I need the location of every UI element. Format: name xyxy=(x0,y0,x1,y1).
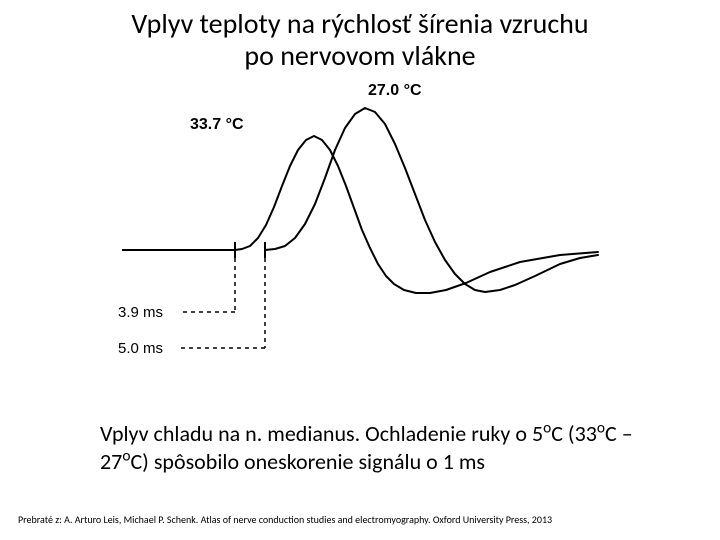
curve-label-warm: 33.7 °C xyxy=(190,116,244,134)
slide-title: Vplyv teploty na rýchlosť šírenia vzruch… xyxy=(0,8,720,72)
curve-label-cold: 27.0 °C xyxy=(368,82,422,100)
title-line-2: po nervovom vlákne xyxy=(244,38,475,73)
chart-svg xyxy=(120,90,600,390)
caption-text: Vplyv chladu na n. medianus. Ochladenie … xyxy=(100,420,660,475)
nerve-latency-chart: 27.0 °C 33.7 °C 3.9 ms 5.0 ms xyxy=(120,90,600,390)
latency-label-39ms: 3.9 ms xyxy=(118,304,163,321)
latency-label-50ms: 5.0 ms xyxy=(118,340,163,357)
title-line-1: Vplyv teploty na rýchlosť šírenia vzruch… xyxy=(131,6,588,41)
source-credit: Prebraté z: A. Arturo Leis, Michael P. S… xyxy=(18,513,552,526)
slide: Vplyv teploty na rýchlosť šírenia vzruch… xyxy=(0,0,720,540)
